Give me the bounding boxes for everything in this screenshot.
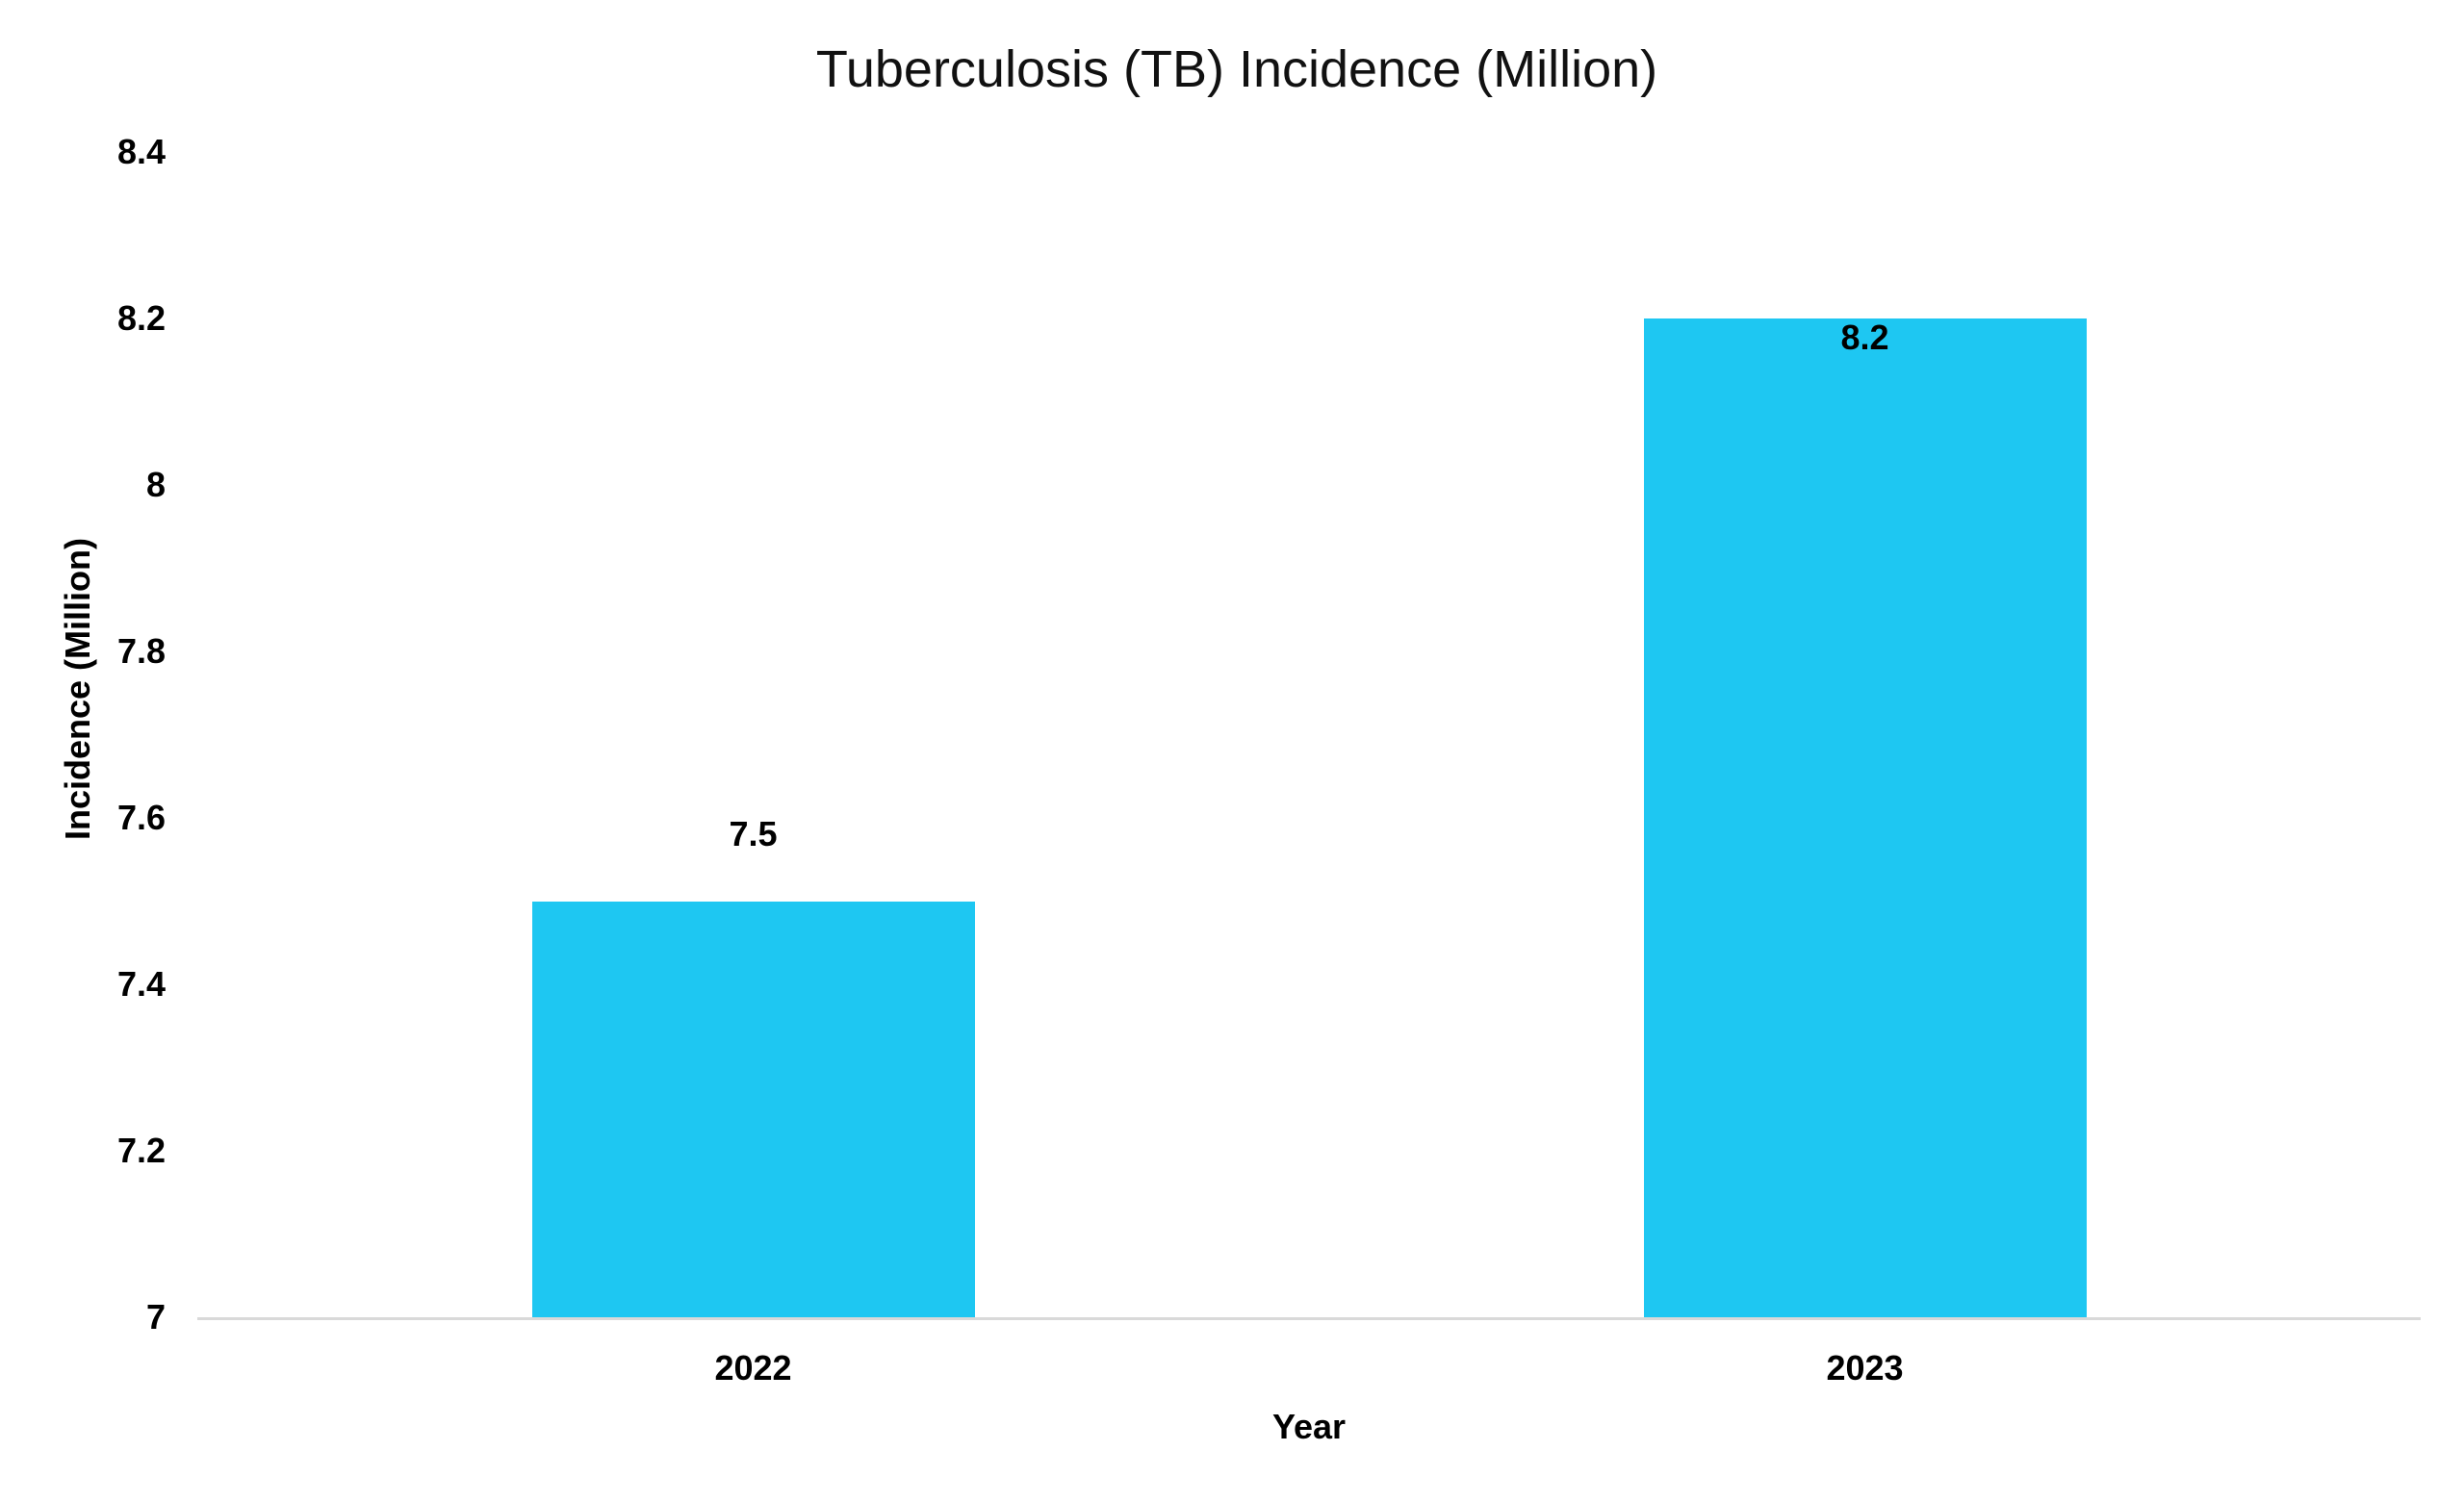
y-tick-label: 7: [145, 1297, 166, 1337]
chart-title: Tuberculosis (TB) Incidence (Million): [815, 40, 1658, 98]
y-tick-label: 8.2: [116, 298, 166, 338]
y-tick-label: 7.6: [116, 798, 166, 837]
bar-2023: [1643, 318, 2087, 1317]
bar-value-label: 8.2: [1840, 318, 1889, 357]
y-axis-title: Incidence (Million): [58, 537, 97, 841]
x-tick-label: 2022: [714, 1348, 792, 1387]
x-tick-label: 2023: [1826, 1348, 1904, 1387]
x-axis-title: Year: [1271, 1407, 1347, 1446]
y-tick-label: 8: [145, 465, 166, 504]
bar-value-label: 7.5: [729, 813, 778, 853]
bar-2022: [531, 901, 975, 1317]
x-axis-line-segment: [197, 1317, 2421, 1320]
y-tick-label: 7.8: [116, 631, 166, 671]
y-tick-label: 7.4: [116, 964, 166, 1004]
y-tick-label: 7.2: [116, 1131, 166, 1170]
y-tick-label: 8.4: [116, 132, 166, 171]
